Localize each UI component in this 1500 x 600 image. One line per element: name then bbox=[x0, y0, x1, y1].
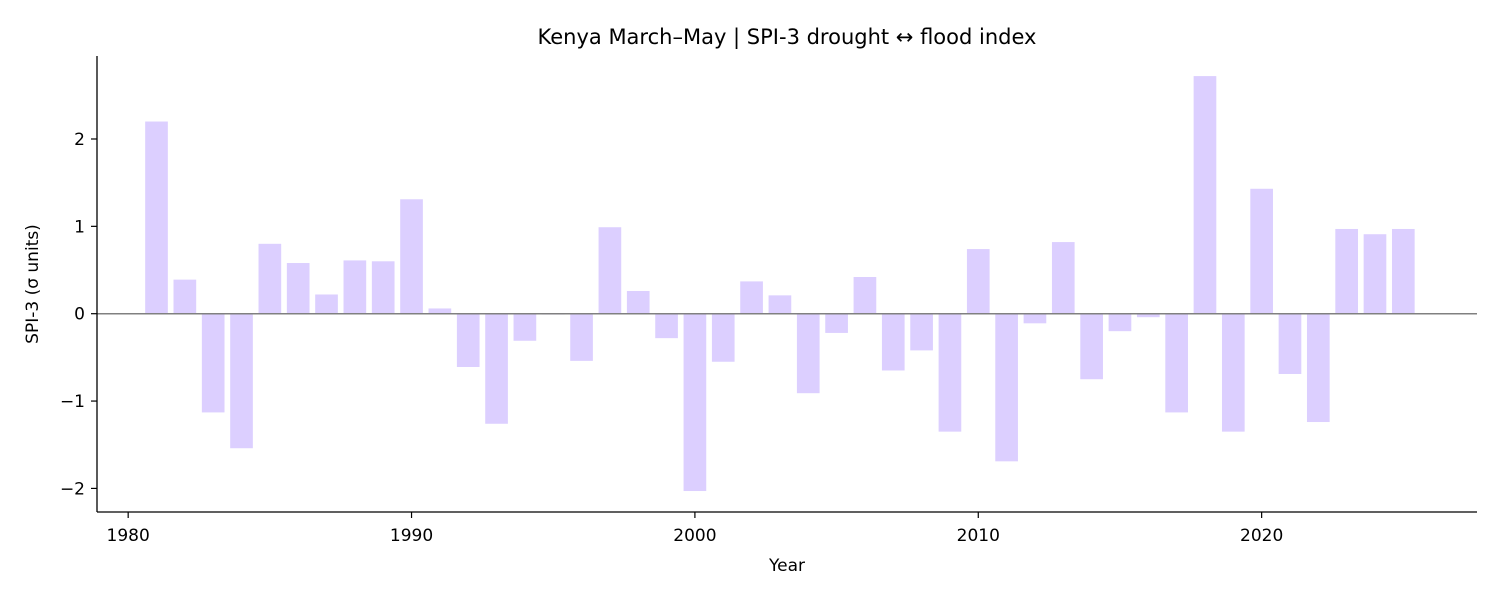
bar-1990 bbox=[400, 199, 423, 314]
bar-2015 bbox=[1108, 313, 1132, 332]
y-tick-label-0: 0 bbox=[74, 305, 85, 325]
bar-1987 bbox=[315, 294, 338, 314]
y-tick-label-2: 2 bbox=[74, 130, 85, 150]
x-tick-label-2010: 2010 bbox=[957, 526, 1000, 546]
y-axis-title: SPI-3 (σ units) bbox=[23, 224, 43, 344]
bars-group bbox=[145, 76, 1415, 492]
bar-2024 bbox=[1363, 234, 1387, 314]
bar-2003 bbox=[768, 295, 792, 314]
bar-2004 bbox=[796, 313, 820, 394]
bar-2007 bbox=[881, 313, 905, 371]
bar-2017 bbox=[1165, 313, 1188, 413]
x-tick-label-1980: 1980 bbox=[107, 526, 150, 546]
bar-1992 bbox=[456, 313, 480, 367]
bar-2000 bbox=[683, 313, 707, 492]
bar-1994 bbox=[513, 313, 537, 341]
bar-2016 bbox=[1136, 313, 1160, 318]
bar-1993 bbox=[485, 313, 508, 424]
y-tick-label--1: −1 bbox=[60, 392, 85, 412]
bar-1986 bbox=[286, 263, 310, 314]
bar-2006 bbox=[853, 277, 877, 314]
bar-2010 bbox=[966, 249, 990, 314]
bar-2020 bbox=[1250, 188, 1273, 314]
bar-2023 bbox=[1335, 228, 1358, 314]
bar-2019 bbox=[1221, 313, 1245, 432]
bar-1998 bbox=[626, 290, 650, 314]
bar-1999 bbox=[655, 313, 678, 339]
bar-2011 bbox=[995, 313, 1018, 462]
bar-1991 bbox=[428, 308, 452, 314]
x-tick-label-2020: 2020 bbox=[1240, 526, 1283, 546]
bar-2002 bbox=[740, 281, 763, 314]
bar-2022 bbox=[1306, 313, 1330, 423]
bar-2005 bbox=[825, 313, 848, 333]
x-tick-label-1990: 1990 bbox=[390, 526, 433, 546]
x-tick-label-2000: 2000 bbox=[673, 526, 716, 546]
bar-2013 bbox=[1051, 242, 1075, 314]
y-tick-label--2: −2 bbox=[60, 479, 85, 499]
bar-2008 bbox=[910, 313, 933, 351]
chart-title: Kenya March–May | SPI-3 drought ↔ flood … bbox=[538, 25, 1037, 50]
bar-1985 bbox=[258, 243, 282, 314]
bar-1988 bbox=[343, 260, 367, 314]
bar-2001 bbox=[711, 313, 735, 362]
bar-1989 bbox=[371, 261, 395, 314]
bar-1983 bbox=[201, 313, 225, 413]
bar-2021 bbox=[1278, 313, 1302, 374]
bar-2018 bbox=[1193, 76, 1217, 314]
bar-2025 bbox=[1391, 228, 1415, 314]
bar-2012 bbox=[1023, 313, 1047, 324]
bar-2009 bbox=[938, 313, 962, 432]
bar-1997 bbox=[598, 227, 622, 314]
y-tick-label-1: 1 bbox=[74, 217, 85, 237]
bar-1984 bbox=[230, 313, 253, 449]
bar-1982 bbox=[173, 279, 197, 314]
bar-1996 bbox=[570, 313, 593, 361]
bar-1981 bbox=[145, 121, 168, 314]
axes-group: 1980 1990 2000 2010 2020 −2 −1 0 1 2 bbox=[60, 56, 1477, 546]
x-axis-title: Year bbox=[768, 556, 805, 576]
bar-2014 bbox=[1080, 313, 1103, 380]
